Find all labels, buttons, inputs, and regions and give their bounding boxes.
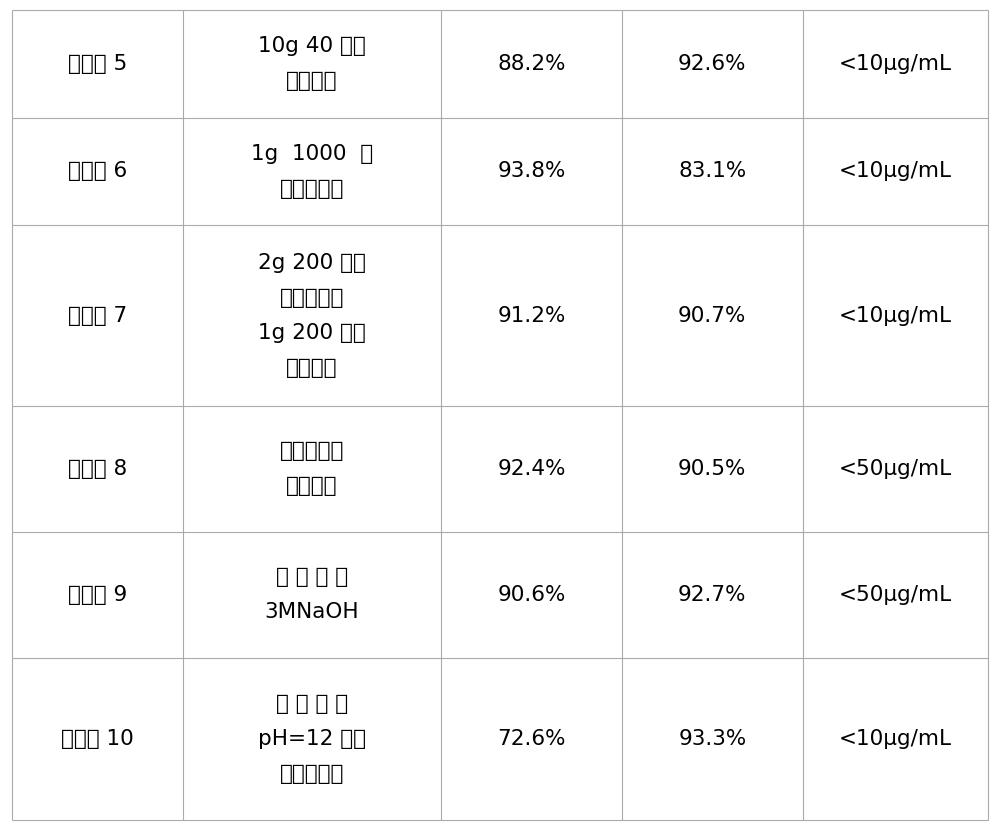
- Text: 92.7%: 92.7%: [678, 584, 747, 605]
- Text: <10μg/mL: <10μg/mL: [839, 729, 952, 749]
- Text: 实施例 8: 实施例 8: [68, 459, 127, 479]
- Text: 1g  1000  目: 1g 1000 目: [251, 144, 373, 164]
- Text: 90.6%: 90.6%: [498, 584, 566, 605]
- Text: <10μg/mL: <10μg/mL: [839, 54, 952, 74]
- Text: 质活性炭: 质活性炭: [286, 358, 338, 378]
- Text: 实施例 9: 实施例 9: [68, 584, 127, 605]
- Text: 壳活性炭和: 壳活性炭和: [280, 288, 344, 308]
- Text: 90.7%: 90.7%: [678, 305, 746, 325]
- Text: 实施例 5: 实施例 5: [68, 54, 127, 74]
- Text: 1g 200 目煤: 1g 200 目煤: [258, 323, 366, 343]
- Text: <10μg/mL: <10μg/mL: [839, 305, 952, 325]
- Text: 酸钠溶液: 酸钠溶液: [286, 476, 338, 496]
- Text: 实施例 7: 实施例 7: [68, 305, 127, 325]
- Text: 椰壳活性炭: 椰壳活性炭: [280, 178, 344, 199]
- Text: 氧化钠溶液: 氧化钠溶液: [280, 764, 344, 784]
- Text: <50μg/mL: <50μg/mL: [839, 584, 952, 605]
- Text: 92.6%: 92.6%: [678, 54, 747, 74]
- Text: 93.3%: 93.3%: [678, 729, 746, 749]
- Text: pH=12 的氢: pH=12 的氢: [258, 729, 366, 749]
- Text: 92.4%: 92.4%: [497, 459, 566, 479]
- Text: 2g 200 目椰: 2g 200 目椰: [258, 253, 366, 273]
- Text: 3MNaOH: 3MNaOH: [265, 602, 359, 622]
- Text: 72.6%: 72.6%: [497, 729, 566, 749]
- Text: 实施例 6: 实施例 6: [68, 161, 127, 182]
- Text: 壳活性炭: 壳活性炭: [286, 71, 338, 91]
- Text: 淋 洗 液 为: 淋 洗 液 为: [276, 694, 348, 714]
- Text: 83.1%: 83.1%: [678, 161, 746, 182]
- Text: 洗 涤 液 为: 洗 涤 液 为: [276, 567, 348, 588]
- Text: 90.5%: 90.5%: [678, 459, 746, 479]
- Text: 实施例 10: 实施例 10: [61, 729, 134, 749]
- Text: 88.2%: 88.2%: [497, 54, 566, 74]
- Text: 洗涤液为碳: 洗涤液为碳: [280, 442, 344, 461]
- Text: <50μg/mL: <50μg/mL: [839, 459, 952, 479]
- Text: 93.8%: 93.8%: [498, 161, 566, 182]
- Text: 10g 40 目椰: 10g 40 目椰: [258, 37, 366, 56]
- Text: <10μg/mL: <10μg/mL: [839, 161, 952, 182]
- Text: 91.2%: 91.2%: [498, 305, 566, 325]
